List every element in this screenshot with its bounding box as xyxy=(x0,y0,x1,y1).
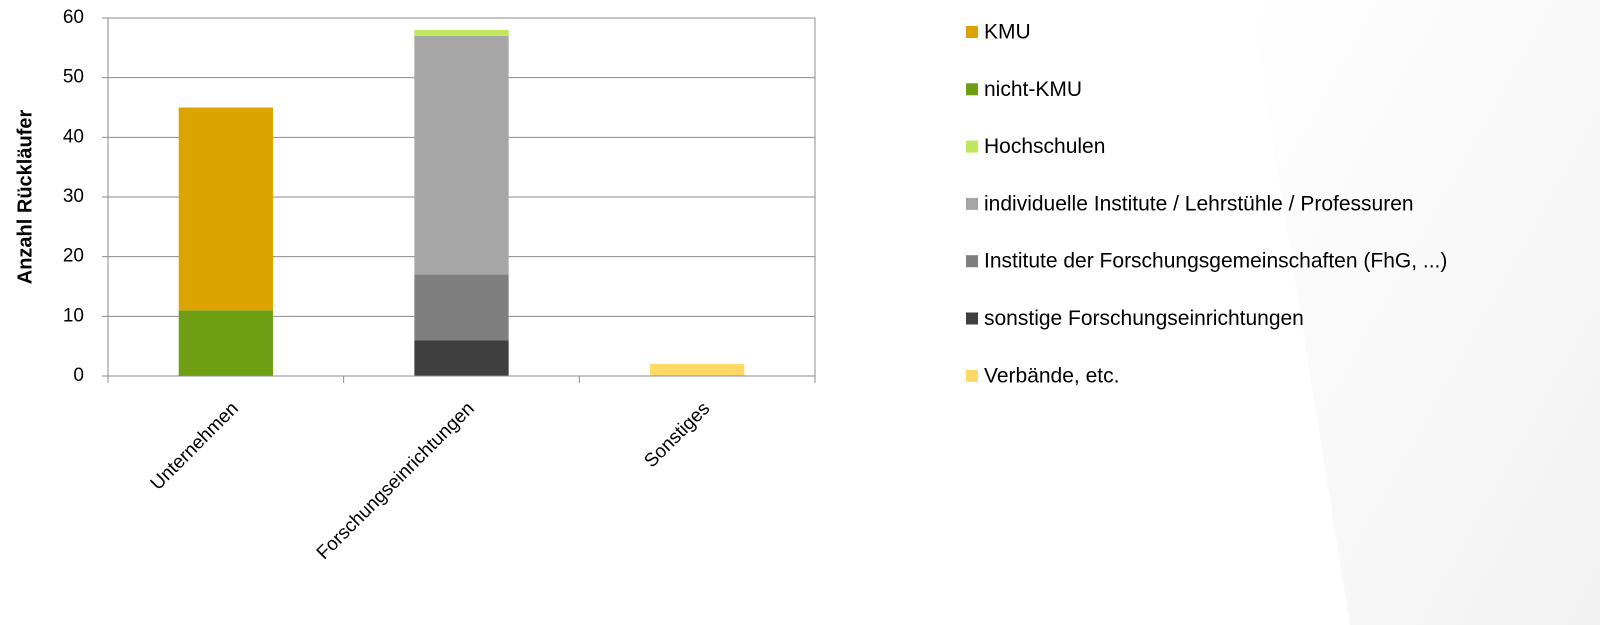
legend-label: nicht-KMU xyxy=(984,78,1082,101)
legend-label: Institute der Forschungsgemeinschaften (… xyxy=(984,250,1447,273)
bar-segment xyxy=(414,274,509,341)
y-tick-label: 20 xyxy=(63,246,84,267)
legend-swatch xyxy=(966,83,978,96)
y-tick-label: 10 xyxy=(63,305,84,326)
y-axis-title: Anzahl Rückläufer xyxy=(14,110,36,285)
legend-label: Hochschulen xyxy=(984,135,1105,158)
x-tick-label: Unternehmen xyxy=(147,398,243,494)
legend-swatch xyxy=(966,140,978,153)
x-tick-label: Forschungseinrichtungen xyxy=(313,398,479,564)
legend-swatch xyxy=(966,312,978,325)
legend-swatch xyxy=(966,255,978,268)
x-tick-label: Sonstiges xyxy=(640,398,714,472)
bar-segment xyxy=(414,29,509,36)
y-tick-label: 30 xyxy=(63,186,84,207)
legend-label: sonstige Forschungseinrichtungen xyxy=(984,307,1304,330)
y-tick-label: 50 xyxy=(63,67,84,88)
background-shape xyxy=(1250,0,1600,625)
legend-label: individuelle Institute / Lehrstühle / Pr… xyxy=(984,192,1414,215)
legend-swatch xyxy=(966,369,978,382)
legend: KMU nicht-KMU Hochschulen individuelle Inst… xyxy=(966,21,1447,387)
bar-segment xyxy=(414,340,509,376)
bar-segment xyxy=(178,107,273,311)
y-tick-label: 0 xyxy=(73,365,84,386)
legend-label: KMU xyxy=(984,21,1031,44)
bar-segment xyxy=(178,310,273,376)
bar-segment xyxy=(650,364,745,376)
bar-segment xyxy=(414,35,509,275)
y-tick-label: 60 xyxy=(63,7,84,28)
legend-swatch xyxy=(966,26,978,38)
legend-swatch xyxy=(966,197,978,210)
legend-label: Verbände, etc. xyxy=(984,364,1119,387)
y-tick-label: 40 xyxy=(63,126,84,147)
